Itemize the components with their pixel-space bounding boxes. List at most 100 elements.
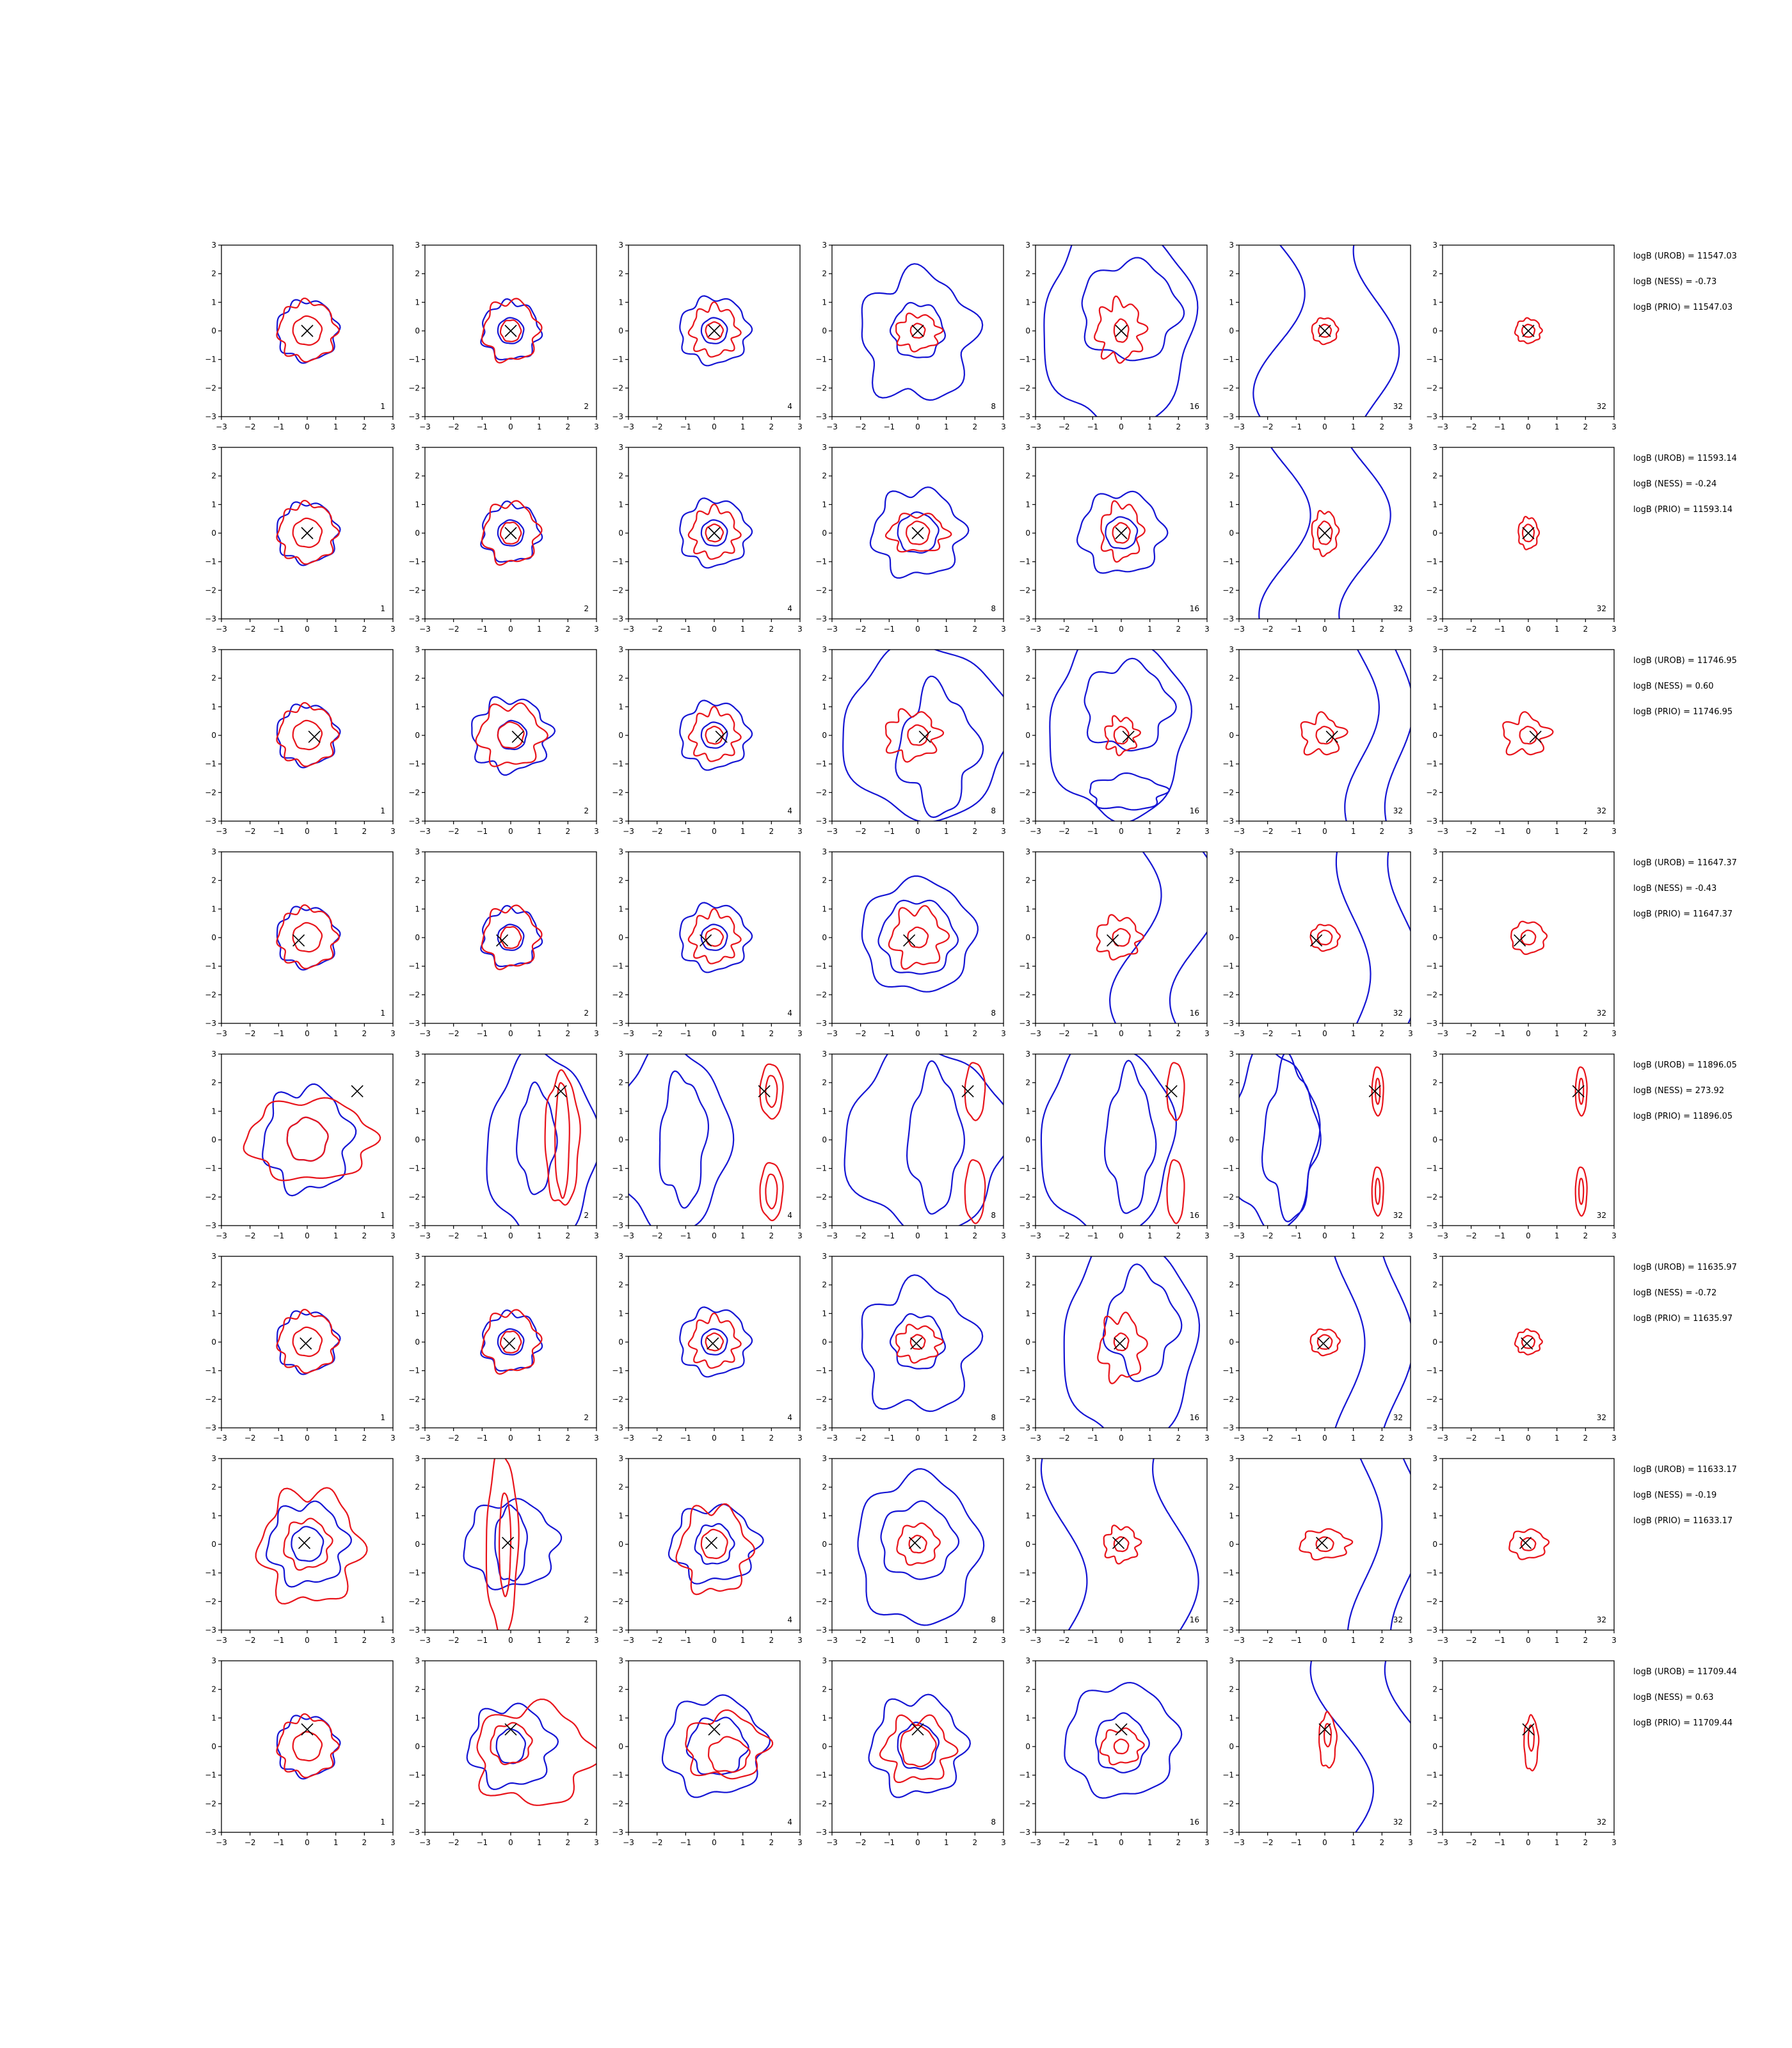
x-tick-label: −3 bbox=[623, 1838, 634, 1847]
true-value-marker bbox=[292, 934, 305, 947]
y-tick-label: 2 bbox=[1229, 1078, 1234, 1087]
y-tick-label: 3 bbox=[822, 443, 827, 452]
x-tick-label: −2 bbox=[1466, 1434, 1477, 1443]
panel-r7-c5: −3 3 −2 2 −1 1 0 0 1 −1 2 −2 3 −3 16 bbox=[1019, 1454, 1210, 1645]
x-tick-label: 0 bbox=[915, 625, 920, 634]
panel-corner-label: 16 bbox=[1190, 402, 1199, 411]
y-tick-label: 0 bbox=[1432, 1540, 1437, 1549]
contours bbox=[857, 1468, 985, 1626]
y-tick-label: 0 bbox=[211, 529, 216, 538]
panel-r6-c7: −3 3 −2 2 −1 1 0 0 1 −1 2 −2 3 −3 32 bbox=[1426, 1252, 1617, 1443]
x-tick-label: 1 bbox=[1351, 1838, 1356, 1847]
blue-contour bbox=[700, 721, 728, 749]
y-tick-label: 0 bbox=[211, 1540, 216, 1549]
true-value-marker bbox=[911, 324, 924, 337]
x-tick-label: −2 bbox=[244, 1029, 256, 1038]
y-tick-label: 2 bbox=[211, 674, 216, 683]
x-tick-label: −2 bbox=[1466, 827, 1477, 836]
blue-contour bbox=[1094, 1712, 1150, 1773]
blue-contour bbox=[895, 675, 984, 819]
x-tick-label: −2 bbox=[244, 1434, 256, 1443]
x-tick-label: 0 bbox=[508, 1838, 513, 1847]
y-tick-label: −2 bbox=[1222, 383, 1234, 392]
x-tick-label: 0 bbox=[305, 827, 310, 836]
panel-r1-c4: −3 3 −2 2 −1 1 0 0 1 −1 2 −2 3 −3 8 bbox=[815, 241, 1006, 431]
x-tick-label: 0 bbox=[508, 1231, 513, 1240]
x-tick-label: 2 bbox=[769, 1231, 774, 1240]
x-tick-label: −2 bbox=[244, 422, 256, 431]
x-tick-label: −3 bbox=[1233, 422, 1245, 431]
red-contour bbox=[1514, 317, 1543, 344]
blue-contour bbox=[1103, 1059, 1157, 1214]
axes-frame bbox=[1035, 851, 1208, 1024]
panel-r5-c7: −3 3 −2 2 −1 1 0 0 1 −1 2 −2 3 −3 32 bbox=[1426, 1050, 1617, 1240]
y-tick-label: −1 bbox=[815, 1569, 827, 1578]
logb-stat-2: logB (NESS) = -0.19 bbox=[1633, 1491, 1716, 1500]
red-contour bbox=[687, 1312, 742, 1369]
y-tick-label: −3 bbox=[205, 1828, 216, 1837]
blue-contour bbox=[700, 519, 728, 547]
x-tick-label: 1 bbox=[1555, 1231, 1560, 1240]
panel-corner-label: 8 bbox=[991, 1211, 996, 1220]
x-tick-label: 0 bbox=[305, 1029, 310, 1038]
y-tick-label: 2 bbox=[211, 269, 216, 278]
y-tick-label: −3 bbox=[1222, 614, 1234, 623]
x-tick-label: −1 bbox=[1290, 1838, 1302, 1847]
blue-contour bbox=[661, 1694, 771, 1798]
y-tick-label: 2 bbox=[1432, 1078, 1437, 1087]
logb-stat-1: logB (UROB) = 11746.95 bbox=[1633, 656, 1737, 666]
y-tick-label: 3 bbox=[1229, 1252, 1234, 1261]
blue-contour bbox=[1344, 650, 1380, 821]
x-tick-label: 0 bbox=[1322, 1231, 1327, 1240]
y-tick-label: 3 bbox=[1025, 1252, 1030, 1261]
blue-contour bbox=[1064, 1681, 1183, 1799]
panel-r7-c7: −3 3 −2 2 −1 1 0 0 1 −1 2 −2 3 −3 32 bbox=[1426, 1454, 1617, 1645]
y-tick-label: 0 bbox=[618, 1540, 623, 1549]
x-tick-label: 3 bbox=[390, 1029, 396, 1038]
red-contour bbox=[759, 1162, 784, 1222]
y-tick-label: 2 bbox=[211, 472, 216, 481]
red-contour bbox=[481, 904, 543, 971]
y-tick-label: 2 bbox=[822, 1078, 827, 1087]
y-tick-label: −1 bbox=[408, 1771, 420, 1780]
panel-r3-c4: −3 3 −2 2 −1 1 0 0 1 −1 2 −2 3 −3 8 bbox=[815, 645, 1006, 836]
y-tick-label: −3 bbox=[815, 412, 827, 421]
y-tick-label: 0 bbox=[618, 1135, 623, 1144]
x-tick-label: 0 bbox=[305, 1434, 310, 1443]
x-tick-label: −3 bbox=[623, 1636, 634, 1645]
logb-stat-2: logB (NESS) = 0.60 bbox=[1633, 682, 1714, 691]
y-tick-label: 3 bbox=[415, 443, 420, 452]
red-contour bbox=[1113, 1738, 1130, 1755]
panel-corner-label: 32 bbox=[1393, 604, 1403, 613]
x-tick-label: 0 bbox=[1119, 1434, 1124, 1443]
y-tick-label: −2 bbox=[408, 990, 420, 999]
y-tick-label: −3 bbox=[1222, 1019, 1234, 1028]
y-tick-label: 2 bbox=[1229, 472, 1234, 481]
y-tick-label: 3 bbox=[1025, 241, 1030, 250]
logb-stat-2: logB (NESS) = -0.43 bbox=[1633, 884, 1716, 893]
red-contour bbox=[685, 1709, 774, 1780]
blue-contour bbox=[1309, 1661, 1374, 1832]
panel-corner-label: 16 bbox=[1190, 806, 1199, 815]
y-tick-label: −3 bbox=[1019, 817, 1030, 826]
x-tick-label: 1 bbox=[333, 1434, 339, 1443]
x-tick-label: 1 bbox=[944, 1838, 949, 1847]
blue-contour bbox=[842, 650, 1004, 821]
red-contour bbox=[1166, 1159, 1185, 1224]
x-tick-label: −1 bbox=[680, 1636, 691, 1645]
red-contour bbox=[1300, 711, 1348, 756]
true-value-marker bbox=[504, 527, 517, 540]
y-tick-label: 1 bbox=[1025, 702, 1030, 711]
x-tick-label: 2 bbox=[973, 1434, 978, 1443]
x-tick-label: 0 bbox=[915, 1231, 920, 1240]
y-tick-label: 0 bbox=[822, 1135, 827, 1144]
x-tick-label: −1 bbox=[1290, 1636, 1302, 1645]
x-tick-label: −1 bbox=[1494, 1636, 1505, 1645]
y-tick-label: 1 bbox=[1025, 1309, 1030, 1318]
y-tick-label: −1 bbox=[1426, 1164, 1437, 1173]
x-tick-label: −1 bbox=[883, 422, 895, 431]
axes-frame bbox=[424, 1660, 597, 1833]
y-tick-label: 3 bbox=[822, 1252, 827, 1261]
y-tick-label: 3 bbox=[415, 645, 420, 654]
red-contour bbox=[1371, 1066, 1384, 1117]
